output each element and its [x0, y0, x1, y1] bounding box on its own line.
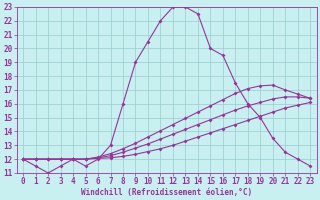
- X-axis label: Windchill (Refroidissement éolien,°C): Windchill (Refroidissement éolien,°C): [81, 188, 252, 197]
